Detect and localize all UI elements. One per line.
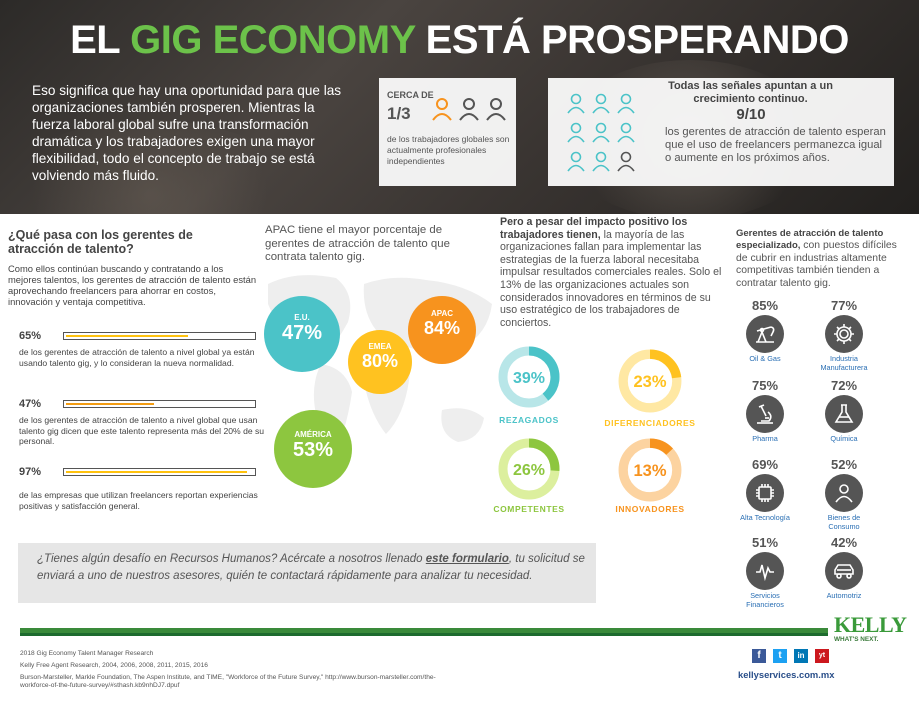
- one-third-value: 1/3: [387, 104, 411, 123]
- linkedin-icon[interactable]: in: [794, 649, 808, 663]
- region-america: AMÉRICA 53%: [274, 410, 352, 488]
- car-icon: [834, 564, 854, 579]
- talent-managers-description: Como ellos continúan buscando y contrata…: [8, 263, 257, 307]
- donut-chart: 13%: [618, 438, 682, 502]
- microscope-icon: [757, 404, 773, 424]
- reference-1: 2018 Gig Economy Talent Manager Research: [20, 650, 154, 657]
- donut-segment: [498, 346, 560, 408]
- facebook-icon[interactable]: f: [752, 649, 766, 663]
- one-third-description: de los trabajadores globales son actualm…: [387, 134, 510, 166]
- donut-value: 13%: [633, 462, 666, 480]
- hero-header: EL GIG ECONOMY ESTÁ PROSPERANDO Eso sign…: [0, 0, 919, 214]
- nine-tenths-description: los gerentes de atracción de talento esp…: [665, 126, 886, 164]
- person-grid-icons: [567, 93, 635, 172]
- cerca-label: CERCA DE: [387, 90, 434, 100]
- reference-3: Burson-Marsteller, Markle Foundation, Th…: [20, 674, 436, 689]
- donut-segment: [498, 438, 560, 500]
- progress-bar: [63, 468, 256, 476]
- donut-segment: [618, 438, 682, 502]
- donut-innovadores: 13% INNOVADORES: [615, 437, 684, 514]
- person-icons: [432, 98, 506, 121]
- twitter-icon[interactable]: t: [773, 649, 787, 663]
- donut-chart: 39%: [498, 346, 560, 408]
- intro-text: Eso significa que hay una oportunidad pa…: [32, 83, 342, 183]
- donut-value: 39%: [513, 370, 545, 387]
- donut-competentes: 26% COMPETENTES: [493, 437, 564, 514]
- person-icon: [835, 484, 853, 503]
- world-map: E.U. 47% EMEA 80% APAC 84% AMÉRICA 53%: [264, 264, 496, 494]
- page-title: EL GIG ECONOMY ESTÁ PROSPERANDO: [70, 18, 849, 62]
- donut-segment: [618, 349, 682, 413]
- pero-text: Pero a pesar del impacto positivo los tr…: [500, 216, 722, 329]
- growth-heading: Todas las señales apuntan a un crecimien…: [668, 80, 833, 105]
- region-apac: APAC 84%: [408, 296, 476, 364]
- donut-diferenciadores: 23% DIFERENCIADORES: [604, 348, 695, 428]
- industry-quimica: 72% Química: [814, 378, 874, 444]
- oil-pump-icon: [756, 326, 775, 343]
- flask-icon: [834, 404, 854, 423]
- region-emea: EMEA 80%: [348, 330, 412, 394]
- social-links: f t in yt: [752, 649, 832, 665]
- cta-box: ¿Tienes algún desafío en Recursos Humano…: [18, 543, 596, 603]
- chip-icon: [756, 484, 774, 502]
- progress-bar: [63, 332, 256, 340]
- contact-form-link[interactable]: este formulario: [425, 553, 509, 565]
- industry-automotriz: 42% Automotriz: [825, 535, 863, 600]
- industry-manufactura: 77% Industria Manufacturera: [820, 298, 868, 372]
- youtube-icon[interactable]: yt: [815, 649, 829, 663]
- donut-chart: 23%: [618, 349, 682, 413]
- industry-bienes-consumo: 52% Bienes de Consumo: [814, 457, 874, 531]
- gear-icon: [834, 324, 854, 344]
- talent-managers-title: ¿Qué pasa con los gerentes de atracción …: [8, 228, 193, 256]
- donut-value: 23%: [633, 373, 666, 391]
- stat-box-nine-tenths: Todas las señales apuntan a un crecimien…: [548, 78, 894, 186]
- industry-servicios-financieros: 51% Servicios Financieros: [746, 535, 784, 609]
- nine-tenths-value: 9/10: [736, 106, 766, 123]
- chart-icon: [756, 564, 774, 582]
- footer-divider-dark: [20, 633, 828, 636]
- reference-2: Kelly Free Agent Research, 2004, 2006, 2…: [20, 662, 208, 669]
- website-link[interactable]: kellyservices.com.mx: [738, 669, 835, 680]
- kelly-logo[interactable]: KELLY WHAT'S NEXT.: [834, 612, 907, 643]
- industries-heading: Gerentes de atracción de talento especia…: [736, 228, 897, 289]
- apac-heading: APAC tiene el mayor porcentaje de gerent…: [265, 224, 450, 263]
- cta-text: ¿Tienes algún desafío en Recursos Humano…: [37, 553, 585, 582]
- industry-oil-gas: 85% Oil & Gas: [735, 298, 795, 364]
- progress-bar: [63, 400, 256, 408]
- donut-rezagados: 39% REZAGADOS: [497, 345, 561, 425]
- region-eu: E.U. 47%: [264, 296, 340, 372]
- industry-pharma: 75% Pharma: [735, 378, 795, 444]
- footer-divider: [20, 628, 828, 633]
- industry-alta-tecnologia: 69% Alta Tecnología: [740, 457, 790, 522]
- stat-box-one-third: CERCA DE 1/3 de los trabajadores globale…: [379, 78, 516, 186]
- donut-value: 26%: [513, 462, 545, 479]
- donut-chart: 26%: [498, 438, 560, 500]
